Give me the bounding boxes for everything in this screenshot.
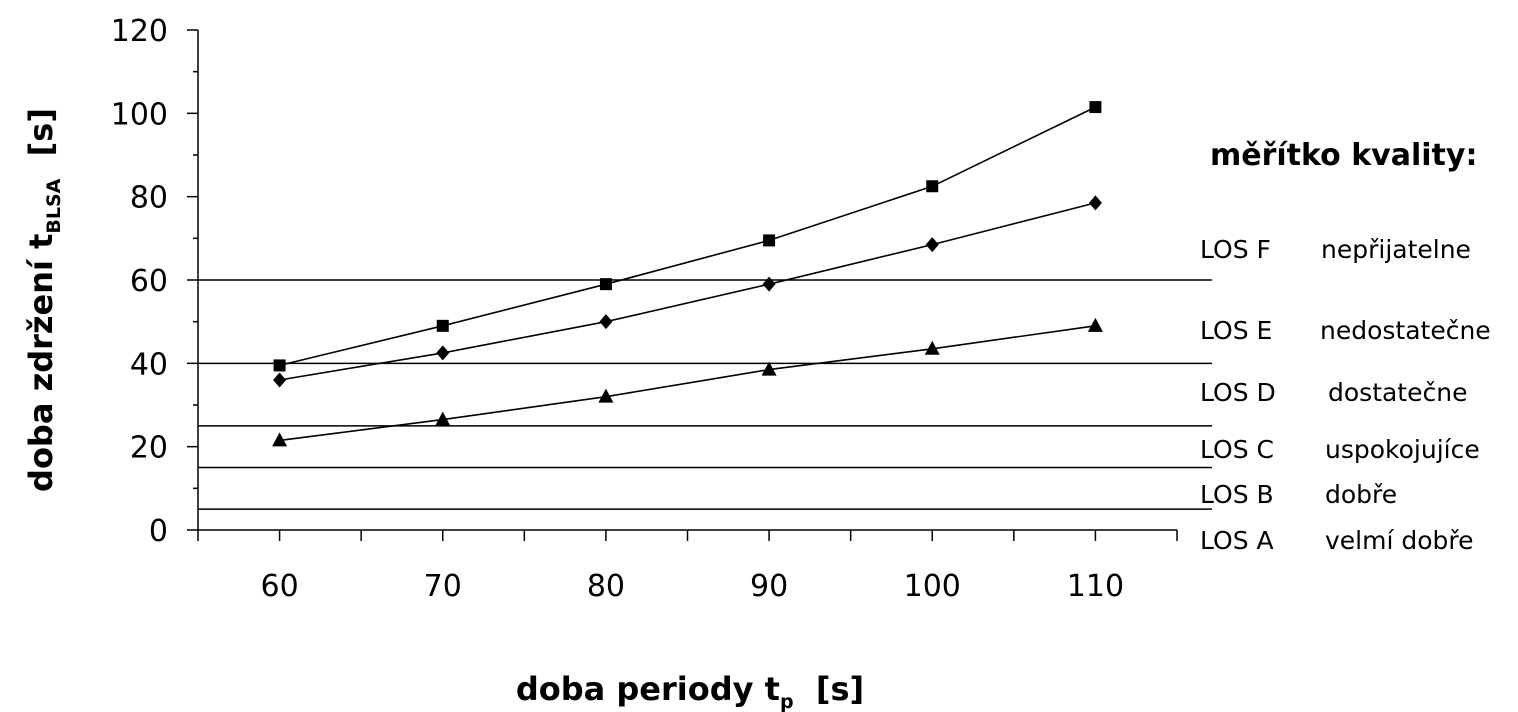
- point-diamond-110: [1088, 195, 1102, 211]
- point-square-100: [926, 180, 939, 193]
- los-d-label: dostatečne: [1328, 378, 1467, 407]
- point-diamond-100: [925, 237, 939, 253]
- los-f-label: nepřijatelne: [1321, 235, 1471, 264]
- los-a-label: velmí dobře: [1325, 526, 1474, 555]
- los-e-label: nedostatečne: [1320, 316, 1491, 345]
- axes: [187, 29, 1178, 541]
- x-tick-label-100: 100: [904, 569, 961, 604]
- y-tick-label-80: 80: [130, 181, 168, 216]
- series-line-triangle: [279, 325, 1096, 442]
- los-b-label: dobře: [1325, 480, 1397, 509]
- x-tick-label-110: 110: [1067, 569, 1124, 604]
- x-tick-label-80: 80: [587, 569, 625, 604]
- point-triangle-100: [924, 340, 940, 355]
- x-axis-title: doba periody tp [s]: [516, 670, 864, 712]
- y-axis-title: doba zdržení tBLSA [s]: [22, 108, 65, 492]
- x-tick-label-70: 70: [424, 569, 462, 604]
- y-tick-label-20: 20: [130, 431, 168, 466]
- point-square-60: [273, 359, 286, 372]
- los-c-code: LOS C: [1200, 435, 1274, 464]
- point-triangle-70: [435, 411, 451, 426]
- y-tick-label-0: 0: [149, 514, 168, 549]
- tick-labels: 0 20 40 60 80 100 120 60 70 80 90 100 110: [111, 14, 1124, 604]
- point-square-70: [436, 319, 449, 332]
- point-square-90: [763, 234, 776, 247]
- legend-title: měřítko kvality:: [1210, 138, 1477, 173]
- los-e-code: LOS E: [1200, 316, 1272, 345]
- point-triangle-90: [761, 361, 777, 376]
- point-triangle-60: [272, 432, 288, 447]
- point-square-80: [599, 278, 612, 291]
- point-diamond-80: [599, 314, 613, 330]
- x-tick-label-60: 60: [260, 569, 298, 604]
- y-tick-label-100: 100: [111, 97, 168, 132]
- los-f-code: LOS F: [1200, 235, 1271, 264]
- point-diamond-90: [762, 276, 776, 292]
- point-diamond-60: [273, 372, 287, 388]
- threshold-lines: [198, 279, 1212, 510]
- y-tick-label-120: 120: [111, 14, 168, 49]
- series-line-square: [279, 106, 1096, 367]
- los-b-code: LOS B: [1200, 480, 1274, 509]
- los-legend: LOS F nepřijatelne LOS E nedostatečne LO…: [1200, 235, 1491, 555]
- point-square-110: [1089, 101, 1102, 114]
- point-triangle-80: [598, 388, 614, 403]
- los-d-code: LOS D: [1200, 378, 1276, 407]
- y-tick-label-40: 40: [130, 347, 168, 382]
- los-a-code: LOS A: [1200, 526, 1274, 555]
- los-c-label: uspokojujíce: [1325, 435, 1480, 464]
- point-triangle-110: [1087, 317, 1103, 332]
- data-series: [272, 101, 1103, 447]
- x-tick-label-90: 90: [750, 569, 788, 604]
- y-tick-label-60: 60: [130, 264, 168, 299]
- series-line-diamond: [279, 202, 1096, 381]
- point-diamond-70: [436, 345, 450, 361]
